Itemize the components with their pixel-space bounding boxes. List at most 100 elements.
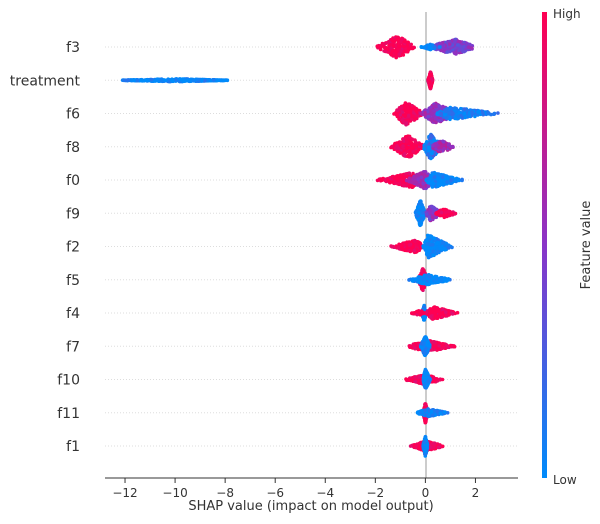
shap-point	[440, 175, 445, 179]
shap-point	[463, 115, 468, 120]
shap-point	[400, 37, 404, 42]
shap-point	[448, 117, 452, 122]
shap-point	[426, 184, 431, 188]
shap-point	[496, 111, 500, 115]
shap-point	[396, 175, 401, 180]
shap-point	[442, 113, 447, 117]
shap-point	[470, 46, 474, 50]
shap-point	[435, 306, 439, 311]
shap-point	[174, 78, 178, 82]
shap-point	[383, 49, 388, 54]
shap-point	[426, 282, 431, 287]
shap-point	[405, 146, 410, 150]
shap-point	[486, 111, 490, 115]
shap-point	[438, 141, 442, 145]
shap-point	[460, 177, 464, 182]
shap-point	[433, 117, 438, 121]
shap-point	[389, 53, 394, 57]
shap-point	[418, 142, 422, 147]
shap-point	[447, 209, 451, 214]
shap-point	[382, 45, 387, 49]
shap-point	[404, 377, 408, 381]
shap-point	[462, 107, 467, 111]
shap-point	[413, 346, 417, 351]
shap-point	[430, 172, 435, 176]
shap-point	[412, 248, 417, 253]
shap-point	[431, 253, 436, 258]
shap-point	[434, 211, 438, 216]
shap-point	[400, 106, 404, 110]
shap-point	[376, 44, 381, 49]
shap-point	[404, 121, 409, 125]
shap-point	[420, 216, 424, 220]
shap-point	[406, 106, 410, 110]
shap-point	[435, 250, 440, 254]
shap-point	[429, 118, 433, 122]
shap-point	[401, 144, 405, 148]
shap-point	[413, 139, 417, 143]
shap-point	[416, 217, 420, 221]
shap-point	[421, 207, 425, 212]
shap-point	[429, 156, 433, 161]
shap-point	[444, 343, 449, 348]
shap-point	[416, 177, 421, 182]
shap-point	[468, 42, 472, 47]
shap-point	[188, 79, 193, 83]
shap-point	[421, 244, 426, 248]
shap-point	[434, 241, 439, 245]
shap-point	[450, 43, 455, 47]
shap-point	[453, 51, 457, 55]
shap-point	[422, 311, 426, 315]
shap-point	[423, 113, 427, 117]
shap-point	[403, 114, 407, 118]
shap-point	[420, 346, 425, 350]
shap-point	[135, 78, 140, 83]
shap-point	[425, 242, 429, 246]
shap-point	[399, 178, 403, 183]
shap-point	[437, 145, 441, 150]
shap-point	[414, 150, 419, 154]
shap-point	[438, 179, 442, 184]
shap-point	[427, 44, 432, 48]
shap-point	[430, 185, 435, 189]
shap-point	[437, 104, 442, 108]
shap-point	[401, 119, 406, 124]
shap-point	[429, 136, 433, 140]
shap-point	[385, 40, 390, 45]
shap-point	[405, 109, 410, 113]
shap-point	[427, 83, 432, 87]
shap-point	[121, 78, 126, 83]
shap-point	[428, 314, 433, 319]
shap-point	[427, 274, 432, 279]
shap-point	[428, 246, 432, 250]
shap-point	[149, 77, 154, 82]
shap-point	[413, 117, 418, 121]
shap-point	[446, 176, 450, 181]
shap-point	[437, 347, 441, 351]
shap-point	[399, 49, 403, 54]
shap-point	[466, 45, 471, 50]
shap-point	[441, 139, 446, 144]
shap-point	[407, 243, 412, 247]
shap-point	[422, 315, 426, 319]
shap-point	[390, 244, 394, 249]
shap-point	[181, 77, 185, 81]
shap-point	[437, 314, 442, 318]
shap-point	[489, 112, 493, 117]
shap-point	[450, 312, 455, 316]
shap-point	[411, 184, 415, 189]
shap-point	[159, 78, 163, 82]
shap-point	[397, 52, 402, 57]
shap-point	[397, 44, 402, 48]
shap-point	[126, 78, 131, 82]
shap-point	[416, 205, 420, 209]
shap-point	[437, 173, 441, 177]
shap-point	[386, 178, 390, 182]
shap-point	[421, 181, 425, 186]
shap-point	[425, 212, 429, 216]
shap-point	[394, 55, 399, 60]
shap-point	[390, 180, 395, 184]
shap-point	[453, 109, 458, 114]
shap-point	[437, 119, 442, 123]
shap-point	[455, 310, 460, 315]
